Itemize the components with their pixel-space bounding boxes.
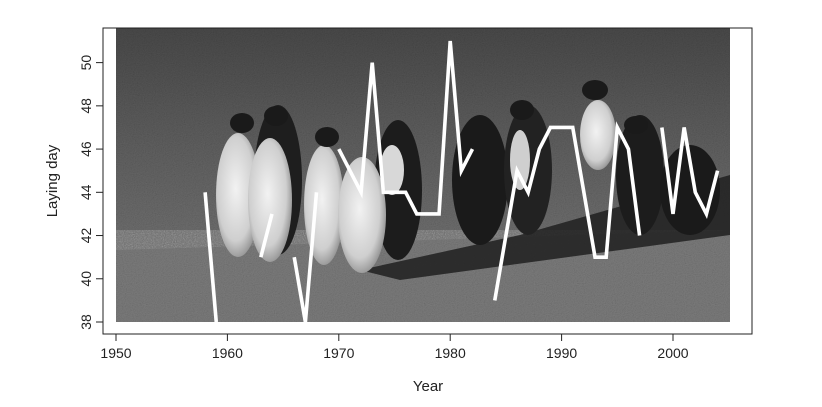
series-segment-2 [259,213,274,258]
x-tick-label-1970: 1970 [323,345,354,361]
laying-day-series [203,40,720,322]
y-tick-label-48: 48 [78,98,94,114]
y-tick-label-42: 42 [78,228,94,244]
series-segment-5 [492,121,642,301]
penguin-photo [116,28,730,322]
x-axis: 1950 1960 1970 1980 1990 2000 [100,333,689,361]
y-axis-title: Laying day [44,144,61,217]
y-tick-label-50: 50 [78,55,94,71]
y-tick-label-46: 46 [78,141,94,157]
y-axis: 38 40 42 44 46 48 50 [78,55,104,330]
series-segment-1 [203,192,219,322]
x-tick-label-2000: 2000 [657,345,688,361]
x-tick-label-1950: 1950 [100,345,131,361]
y-tick-label-38: 38 [78,314,94,330]
x-axis-title: Year [413,378,443,395]
series-segment-6 [660,127,720,219]
y-tick-label-44: 44 [78,184,94,200]
series-segment-3 [292,192,319,322]
x-tick-label-1960: 1960 [212,345,243,361]
x-tick-label-1980: 1980 [435,345,466,361]
x-tick-label-1990: 1990 [546,345,577,361]
series-segment-4 [337,40,475,216]
y-tick-label-40: 40 [78,271,94,287]
